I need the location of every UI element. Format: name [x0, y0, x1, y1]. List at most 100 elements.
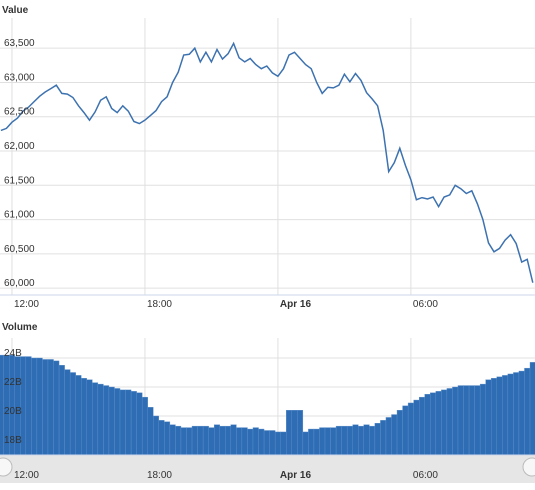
volume-bar: [64, 369, 71, 456]
volume-bar: [524, 367, 531, 456]
volume-bar: [491, 378, 497, 456]
volume-bar: [263, 430, 270, 456]
volume-bar: [308, 428, 315, 456]
volume-bar: [302, 431, 309, 456]
x-tick-label: 18:00: [147, 470, 172, 481]
volume-bar: [153, 415, 159, 456]
y-tick-label: 22B: [4, 377, 22, 388]
volume-bar: [291, 410, 298, 456]
volume-bar: [169, 424, 176, 456]
volume-bar: [103, 385, 110, 456]
volume-bar: [236, 427, 243, 456]
volume-bar: [252, 427, 259, 456]
volume-bar: [313, 428, 320, 456]
volume-bar: [202, 425, 209, 456]
volume-bar: [58, 365, 65, 456]
volume-bar: [335, 425, 342, 456]
volume-bar: [424, 394, 431, 456]
y-tick-label: 61,000: [4, 210, 35, 221]
volume-bar: [413, 399, 420, 456]
volume-bar: [286, 410, 292, 456]
x-tick-label: Apr 16: [280, 299, 312, 310]
volume-bar: [352, 424, 359, 456]
x-tick-label: 12:00: [14, 299, 39, 310]
volume-bar: [42, 359, 49, 456]
volume-bar: [119, 389, 126, 456]
x-tick-label: 12:00: [14, 470, 39, 481]
volume-bar: [213, 424, 220, 456]
x-tick-label: 06:00: [413, 470, 438, 481]
volume-bar: [518, 370, 525, 456]
volume-bar: [191, 425, 198, 456]
volume-bar: [280, 431, 287, 456]
volume-bar: [164, 421, 171, 456]
volume-bar: [86, 379, 93, 456]
volume-bar: [324, 427, 331, 456]
volume-bar: [136, 392, 143, 456]
volume-bar: [125, 389, 132, 456]
volume-bar: [258, 428, 265, 456]
price-line: [0, 41, 534, 283]
y-tick-label: 18B: [4, 435, 22, 446]
volume-bar: [247, 428, 254, 456]
volume-bar: [513, 372, 520, 456]
volume-bar: [147, 407, 154, 456]
volume-bar: [75, 375, 82, 456]
volume-bar: [346, 425, 353, 456]
volume-bar: [319, 427, 326, 456]
y-tick-label: 61,500: [4, 175, 35, 186]
volume-bar: [269, 430, 276, 456]
volume-bar: [452, 386, 459, 456]
volume-bar: [446, 388, 453, 456]
volume-bar: [25, 356, 32, 456]
volume-bar: [529, 362, 535, 456]
navigator-handle[interactable]: [522, 457, 535, 477]
volume-bar: [374, 423, 381, 456]
volume-bar: [380, 420, 387, 456]
volume-bar: [175, 425, 182, 456]
volume-bar: [241, 427, 248, 456]
volume-bar: [274, 431, 281, 456]
volume-bar: [297, 410, 304, 456]
volume-bar: [69, 372, 76, 456]
volume-bar: [208, 427, 215, 456]
volume-bar: [502, 375, 509, 456]
x-tick-label: 06:00: [413, 299, 438, 310]
y-tick-label: 60,000: [4, 278, 35, 289]
volume-bar: [197, 425, 204, 456]
volume-bar: [474, 385, 481, 456]
volume-bar: [363, 424, 370, 456]
volume-bar: [485, 379, 492, 456]
volume-bar: [479, 383, 486, 456]
volume-bar: [463, 385, 470, 456]
y-tick-label: 62,000: [4, 141, 35, 152]
volume-bar: [130, 391, 137, 456]
volume-bar: [385, 417, 392, 456]
volume-bar: [457, 385, 464, 456]
volume-bar: [358, 425, 364, 456]
volume-bar: [496, 376, 503, 456]
navigator-band: [0, 455, 535, 483]
volume-bar: [430, 392, 437, 456]
navigator-handle[interactable]: [0, 457, 13, 477]
volume-bar: [31, 357, 38, 456]
volume-bar: [369, 425, 376, 456]
y-tick-label: 63,000: [4, 72, 35, 83]
volume-bar: [186, 427, 193, 456]
volume-bar: [81, 378, 87, 456]
volume-bar: [230, 424, 237, 456]
volume-bar: [92, 382, 99, 456]
volume-bar: [441, 389, 448, 456]
volume-bar: [507, 373, 514, 456]
y-tick-label: 63,500: [4, 38, 35, 49]
volume-bar: [341, 425, 348, 456]
volume-bar: [53, 360, 60, 456]
x-tick-label: Apr 16: [280, 470, 312, 481]
volume-bar: [419, 396, 425, 456]
volume-bar: [330, 427, 337, 456]
volume-bar: [97, 383, 104, 456]
volume-bar: [219, 425, 226, 456]
y-tick-label: 20B: [4, 406, 22, 417]
volume-bar: [158, 420, 165, 456]
